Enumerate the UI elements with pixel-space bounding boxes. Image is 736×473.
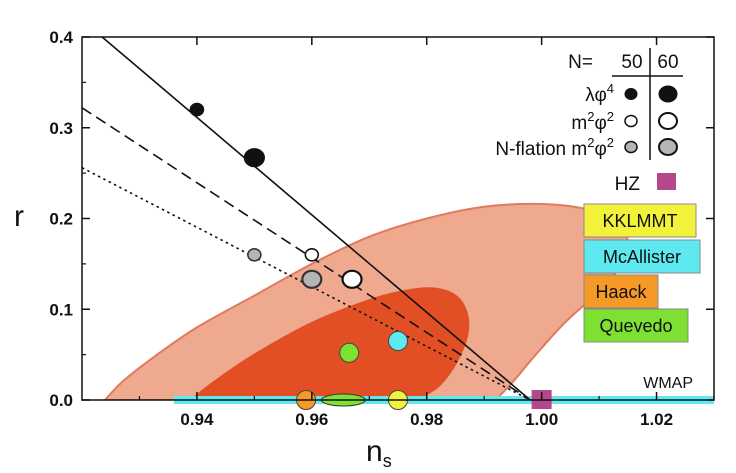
mcallister-point	[388, 331, 408, 352]
nflation-m2-phi2-n60-point	[301, 269, 323, 289]
legend-label-nflation: N-flation m2φ2	[495, 135, 614, 160]
legend-hz-label: HZ	[615, 174, 641, 195]
x-tick-label: 0.96	[295, 410, 328, 429]
legend-marker-m2phi2-50	[624, 114, 638, 128]
mcallister-box-label: McAllister	[603, 247, 681, 267]
y-axis-title: r	[14, 200, 24, 233]
m2-phi2-n60-point	[341, 269, 363, 289]
legend-n-60: 60	[657, 52, 678, 73]
legend-hz-swatch	[657, 173, 676, 190]
y-tick-label: 0.1	[49, 300, 73, 319]
legend-label-lambda-phi4: λφ4	[585, 81, 614, 106]
lambda-phi4-n50-point	[189, 102, 205, 117]
legend-label-m2phi2: m2φ2	[571, 109, 614, 134]
legend-marker-lambda-phi4-60	[658, 85, 678, 103]
x-tick-label: 1.02	[640, 410, 673, 429]
m2-phi2-n50-point	[304, 248, 320, 262]
nflation-m2-phi2-n50-point	[247, 248, 262, 262]
quevedo-box	[583, 308, 689, 343]
x-axis-title-sub: s	[383, 451, 392, 471]
haack-box-label: Haack	[595, 282, 647, 302]
kklmmt-box	[583, 203, 697, 238]
x-tick-label: 1.00	[525, 410, 558, 429]
y-tick-label: 0.0	[49, 391, 73, 410]
legend: N= 50 60 λφ4 m2φ2 N-flation m2φ2 HZ	[495, 48, 683, 195]
legend-marker-m2phi2-60	[658, 112, 678, 130]
wmap-68-region	[189, 287, 470, 400]
quevedo-point	[339, 342, 360, 363]
wmap-annotation: WMAP	[643, 375, 693, 392]
quevedo-box-label: Quevedo	[599, 316, 672, 336]
lambda-phi4-n60-point	[243, 148, 265, 168]
legend-n-header: N=	[568, 52, 593, 73]
x-axis-title: ns	[366, 435, 392, 471]
legend-marker-lambda-phi4-50	[624, 88, 638, 100]
m2phi2-line	[82, 107, 531, 400]
lambda-phi4-line	[101, 37, 531, 400]
mcallister-box	[583, 239, 701, 274]
axis-ticks: 0.94 0.96 0.98 1.00 1.02 0.0 0.1 0.2 0.3 0.4	[49, 28, 715, 429]
model-label-boxes: KKLMMT McAllister Haack Quevedo	[583, 203, 701, 343]
x-tick-label: 0.94	[180, 410, 214, 429]
y-tick-label: 0.3	[49, 119, 73, 138]
haack-box	[583, 274, 659, 309]
y-tick-label: 0.2	[49, 210, 73, 229]
y-tick-label: 0.4	[49, 28, 73, 47]
legend-marker-nflation-60	[658, 138, 678, 156]
wmap-contours	[103, 202, 630, 400]
x-axis-title-main: n	[366, 435, 383, 468]
x-tick-label: 0.98	[410, 410, 443, 429]
kklmmt-box-label: KKLMMT	[602, 211, 677, 231]
legend-n-50: 50	[621, 52, 642, 73]
legend-marker-nflation-50	[624, 140, 638, 154]
